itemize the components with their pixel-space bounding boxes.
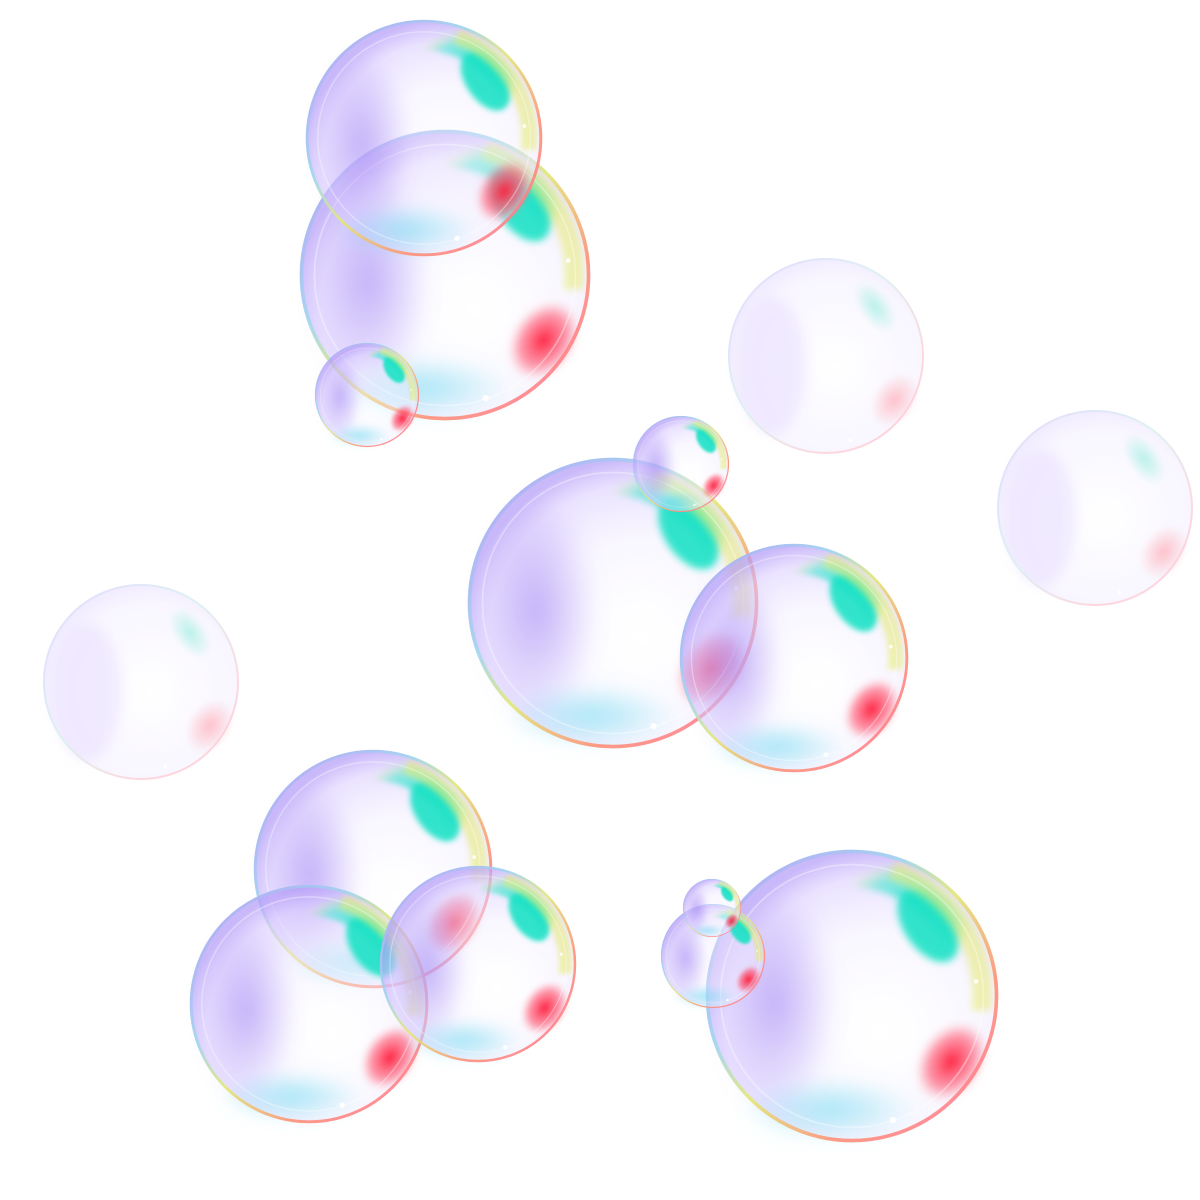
bubble-pale-left bbox=[43, 584, 244, 780]
bubble-pale-top-right bbox=[728, 258, 929, 454]
bubble-medium-center-right bbox=[680, 544, 912, 772]
bubble-pale-far-right bbox=[997, 410, 1198, 606]
bubble-large-bottom-right bbox=[706, 850, 1003, 1142]
bubble-medium-bottom-center bbox=[380, 866, 579, 1062]
bubble-small-center-top bbox=[633, 416, 731, 512]
